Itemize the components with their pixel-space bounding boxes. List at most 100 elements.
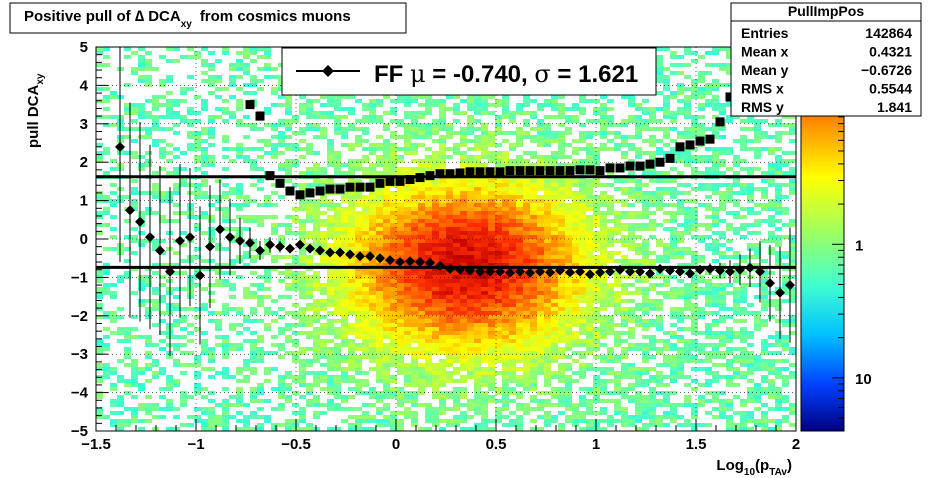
x-axis-label: Log10(pTAv) bbox=[716, 457, 792, 478]
mean-point bbox=[145, 232, 155, 243]
sigma-point bbox=[585, 165, 595, 175]
sigma-point bbox=[345, 182, 355, 192]
sigma-point bbox=[265, 171, 275, 181]
mean-point bbox=[205, 241, 215, 252]
legend-label: FF μ = -0.740, σ = 1.621 bbox=[374, 60, 638, 88]
mean-point bbox=[545, 267, 555, 278]
sigma-point bbox=[465, 167, 475, 177]
mean-point bbox=[275, 241, 285, 252]
y-tick-label: −3 bbox=[71, 346, 88, 363]
mean-point bbox=[745, 262, 755, 273]
mean-point bbox=[585, 269, 595, 280]
mean-point bbox=[665, 265, 675, 276]
stats-box: PullImpPos Entries 142864 Mean x 0.4321 Mean… bbox=[730, 2, 922, 117]
y-axis-label: pull DCAxy bbox=[25, 73, 46, 148]
sigma-point bbox=[695, 136, 705, 146]
sigma-point bbox=[485, 167, 495, 177]
mean-point bbox=[255, 245, 265, 256]
y-tick-label: 2 bbox=[80, 154, 88, 171]
sigma-point bbox=[655, 157, 665, 167]
sigma-point bbox=[335, 184, 345, 194]
sigma-point bbox=[385, 176, 395, 186]
x-tick-label: 0.5 bbox=[486, 436, 507, 453]
mean-point bbox=[285, 243, 295, 254]
sigma-point bbox=[705, 134, 715, 144]
sigma-point bbox=[675, 142, 685, 152]
mean-point bbox=[525, 267, 535, 278]
stats-value: 1.841 bbox=[877, 99, 912, 115]
sigma-point bbox=[615, 163, 625, 173]
colorbar-tick-label: 1 bbox=[855, 237, 863, 254]
mean-point bbox=[435, 260, 445, 271]
title-box bbox=[9, 2, 407, 34]
sigma-point bbox=[595, 166, 605, 176]
mean-point bbox=[185, 232, 195, 243]
colorbar-tick-label: 10 bbox=[855, 371, 872, 388]
sigma-point bbox=[435, 169, 445, 179]
y-tick-label: 0 bbox=[80, 231, 88, 248]
sigma-point bbox=[715, 117, 725, 127]
mean-point bbox=[595, 267, 605, 278]
sigma-point bbox=[535, 166, 545, 176]
y-axis: −5 −4 −3 −2 −1 0 1 2 3 4 5 bbox=[71, 39, 108, 440]
sigma-point bbox=[505, 166, 515, 176]
mean-point bbox=[215, 224, 225, 235]
mean-point bbox=[735, 264, 745, 275]
mean-point bbox=[335, 247, 345, 258]
sigma-point bbox=[355, 182, 365, 192]
mean-point bbox=[645, 268, 655, 279]
mean-point bbox=[445, 263, 455, 274]
x-tick-label: 2 bbox=[792, 436, 800, 453]
sigma-point bbox=[305, 188, 315, 198]
stats-value: 0.5544 bbox=[869, 81, 912, 97]
mean-point bbox=[695, 264, 705, 275]
stats-label: Mean x bbox=[741, 44, 789, 60]
sigma-point bbox=[285, 186, 295, 196]
mean-point bbox=[455, 264, 465, 275]
sigma-point bbox=[275, 178, 285, 188]
chart-title: Positive pull of ∆ DCAxy from cosmics muo… bbox=[24, 8, 351, 30]
sigma-point bbox=[575, 165, 585, 175]
sigma-point bbox=[565, 166, 575, 176]
sigma-point bbox=[405, 174, 415, 184]
mean-point bbox=[515, 266, 525, 277]
sigma-point bbox=[365, 182, 375, 192]
mean-point bbox=[305, 243, 315, 254]
mean-point bbox=[125, 205, 135, 216]
mean-point bbox=[705, 263, 715, 274]
mean-point bbox=[625, 266, 635, 277]
mean-point bbox=[505, 267, 515, 278]
stats-title: PullImpPos bbox=[788, 3, 864, 19]
mean-point bbox=[165, 266, 175, 277]
sigma-point bbox=[475, 167, 485, 177]
mean-point bbox=[395, 257, 405, 268]
sigma-point bbox=[295, 190, 305, 200]
sigma-point bbox=[425, 171, 435, 181]
mean-point bbox=[615, 264, 625, 275]
sigma-point bbox=[665, 153, 675, 163]
sigma-point bbox=[625, 161, 635, 171]
mean-point bbox=[415, 257, 425, 268]
stats-value: 0.4321 bbox=[869, 44, 912, 60]
stats-label: Mean y bbox=[741, 62, 789, 78]
sigma-point bbox=[515, 166, 525, 176]
mean-point bbox=[755, 266, 765, 277]
stats-value: 142864 bbox=[865, 25, 912, 41]
mean-point bbox=[565, 267, 575, 278]
mean-point bbox=[295, 239, 305, 250]
x-tick-label: 0 bbox=[392, 436, 400, 453]
mean-point bbox=[715, 265, 725, 276]
chart-title-sub: xy bbox=[181, 19, 193, 30]
mean-point bbox=[675, 266, 685, 277]
mean-point bbox=[315, 245, 325, 256]
mean-point bbox=[635, 266, 645, 277]
mean-point bbox=[605, 266, 615, 277]
mean-point bbox=[155, 245, 165, 256]
stats-label: Entries bbox=[741, 25, 789, 41]
sigma-point bbox=[415, 173, 425, 183]
mean-point bbox=[325, 247, 335, 258]
mean-point bbox=[355, 251, 365, 262]
mean-point bbox=[485, 266, 495, 277]
sigma-point bbox=[525, 166, 535, 176]
